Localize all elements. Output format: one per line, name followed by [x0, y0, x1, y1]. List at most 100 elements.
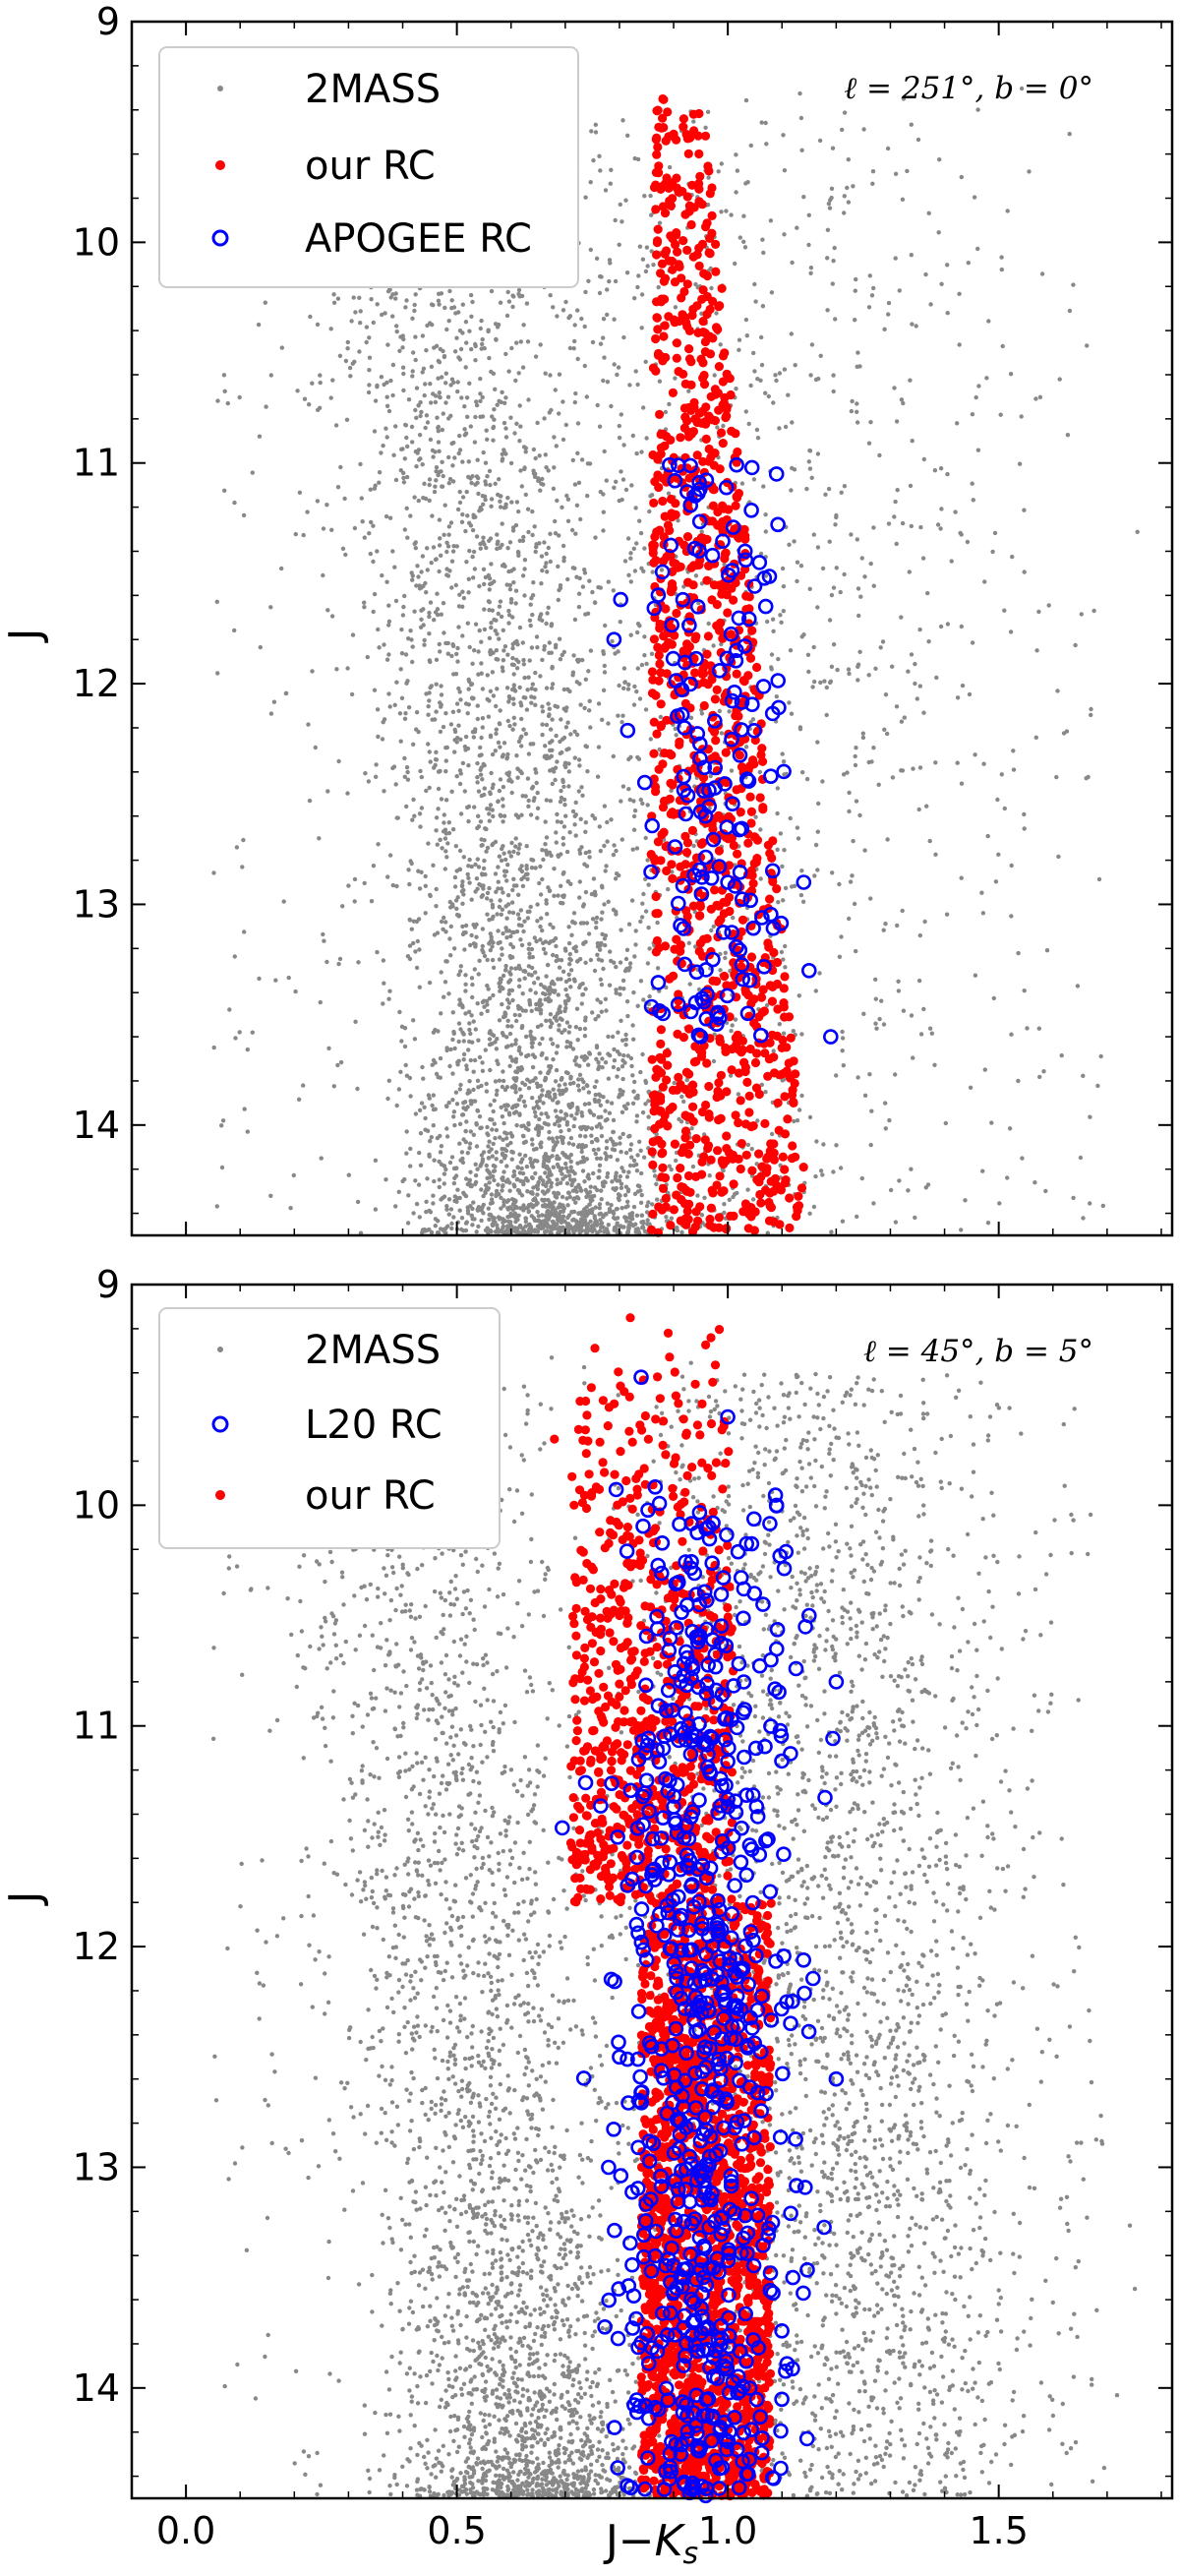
point-2mass [465, 1205, 470, 1210]
point-2mass [620, 219, 624, 224]
point-2mass [342, 496, 347, 502]
point-2mass [647, 509, 652, 514]
point-2mass [380, 572, 384, 578]
point-2mass [691, 843, 696, 849]
point-2mass [427, 1096, 432, 1101]
point-2mass [980, 1168, 985, 1173]
point-2mass [366, 389, 372, 395]
point-2mass [462, 1192, 467, 1197]
point-2mass [411, 742, 416, 747]
point-2mass [516, 1097, 522, 1103]
point-2mass [958, 530, 963, 536]
point-2mass [729, 212, 734, 217]
point-2mass [494, 1092, 500, 1098]
point-2mass [600, 1065, 605, 1070]
point-2mass [506, 299, 512, 304]
point-2mass [502, 1120, 506, 1126]
point-2mass [502, 1103, 507, 1108]
point-2mass [453, 1173, 459, 1178]
point-2mass [589, 1133, 594, 1138]
point-2mass [583, 677, 588, 682]
point-2mass [527, 941, 532, 946]
point-2mass [1020, 1156, 1025, 1161]
point-2mass [1011, 749, 1016, 753]
point-2mass [476, 813, 481, 818]
point-2mass [508, 415, 513, 420]
point-2mass [789, 711, 795, 716]
point-2mass [457, 592, 462, 597]
point-2mass [529, 1175, 535, 1180]
point-2mass [362, 535, 367, 540]
point-2mass [521, 929, 526, 934]
point-2mass [538, 937, 543, 942]
point-2mass [427, 749, 432, 754]
point-2mass [507, 1180, 512, 1185]
point-2mass [1016, 1078, 1021, 1084]
point-2mass [444, 572, 449, 577]
point-2mass [305, 509, 310, 514]
point-2mass [573, 531, 578, 536]
point-2mass [525, 688, 530, 692]
point-2mass [781, 584, 787, 589]
point-2mass [932, 1062, 937, 1068]
point-2mass [534, 544, 539, 550]
point-2mass [485, 1168, 490, 1172]
point-2mass [597, 1163, 603, 1168]
point-2mass [474, 402, 480, 408]
point-2mass [623, 1184, 629, 1189]
point-2mass [686, 940, 691, 945]
point-2mass [774, 378, 779, 384]
point-2mass [518, 468, 523, 473]
point-2mass [301, 1083, 306, 1088]
point-2mass [295, 389, 300, 393]
point-2mass [423, 425, 428, 431]
point-2mass [416, 403, 421, 408]
point-2mass [469, 682, 475, 687]
point-2mass [883, 1126, 888, 1131]
point-2mass [598, 168, 603, 173]
point-2mass [456, 1039, 461, 1045]
point-2mass [257, 434, 263, 439]
point-2mass [490, 414, 495, 419]
point-2mass [519, 293, 525, 299]
point-2mass [526, 1127, 531, 1133]
point-2mass [902, 715, 907, 720]
point-2mass [1088, 1201, 1092, 1206]
point-2mass [315, 499, 321, 504]
point-2mass [853, 288, 857, 293]
point-2mass [583, 744, 588, 749]
point-2mass [469, 932, 474, 938]
point-2mass [376, 734, 381, 740]
point-2mass [227, 1007, 232, 1012]
point-2mass [901, 1008, 907, 1013]
point-2mass [431, 454, 436, 459]
point-2mass [487, 818, 492, 823]
point-2mass [601, 1095, 606, 1100]
point-2mass [709, 285, 714, 291]
point-2mass [508, 933, 513, 939]
point-2mass [544, 755, 549, 761]
point-2mass [500, 1031, 505, 1036]
point-2mass [846, 200, 852, 205]
point-2mass [510, 615, 515, 620]
point-2mass [591, 1170, 596, 1176]
point-2mass [411, 1211, 416, 1216]
point-2mass [552, 893, 557, 898]
point-2mass [513, 601, 518, 606]
point-2mass [555, 314, 560, 319]
point-2mass [418, 399, 423, 405]
point-2mass [488, 733, 494, 738]
point-2mass [416, 574, 421, 579]
point-2mass [513, 1084, 518, 1089]
point-2mass [637, 518, 642, 523]
point-2mass [386, 652, 391, 657]
point-2mass [584, 1229, 590, 1235]
point-2mass [528, 904, 533, 910]
point-2mass [601, 378, 606, 384]
point-2mass [695, 1193, 700, 1198]
point-2mass [237, 1030, 242, 1035]
point-2mass [1033, 396, 1038, 401]
point-2mass [655, 1197, 660, 1202]
point-2mass [453, 1166, 458, 1171]
point-2mass [703, 125, 708, 130]
